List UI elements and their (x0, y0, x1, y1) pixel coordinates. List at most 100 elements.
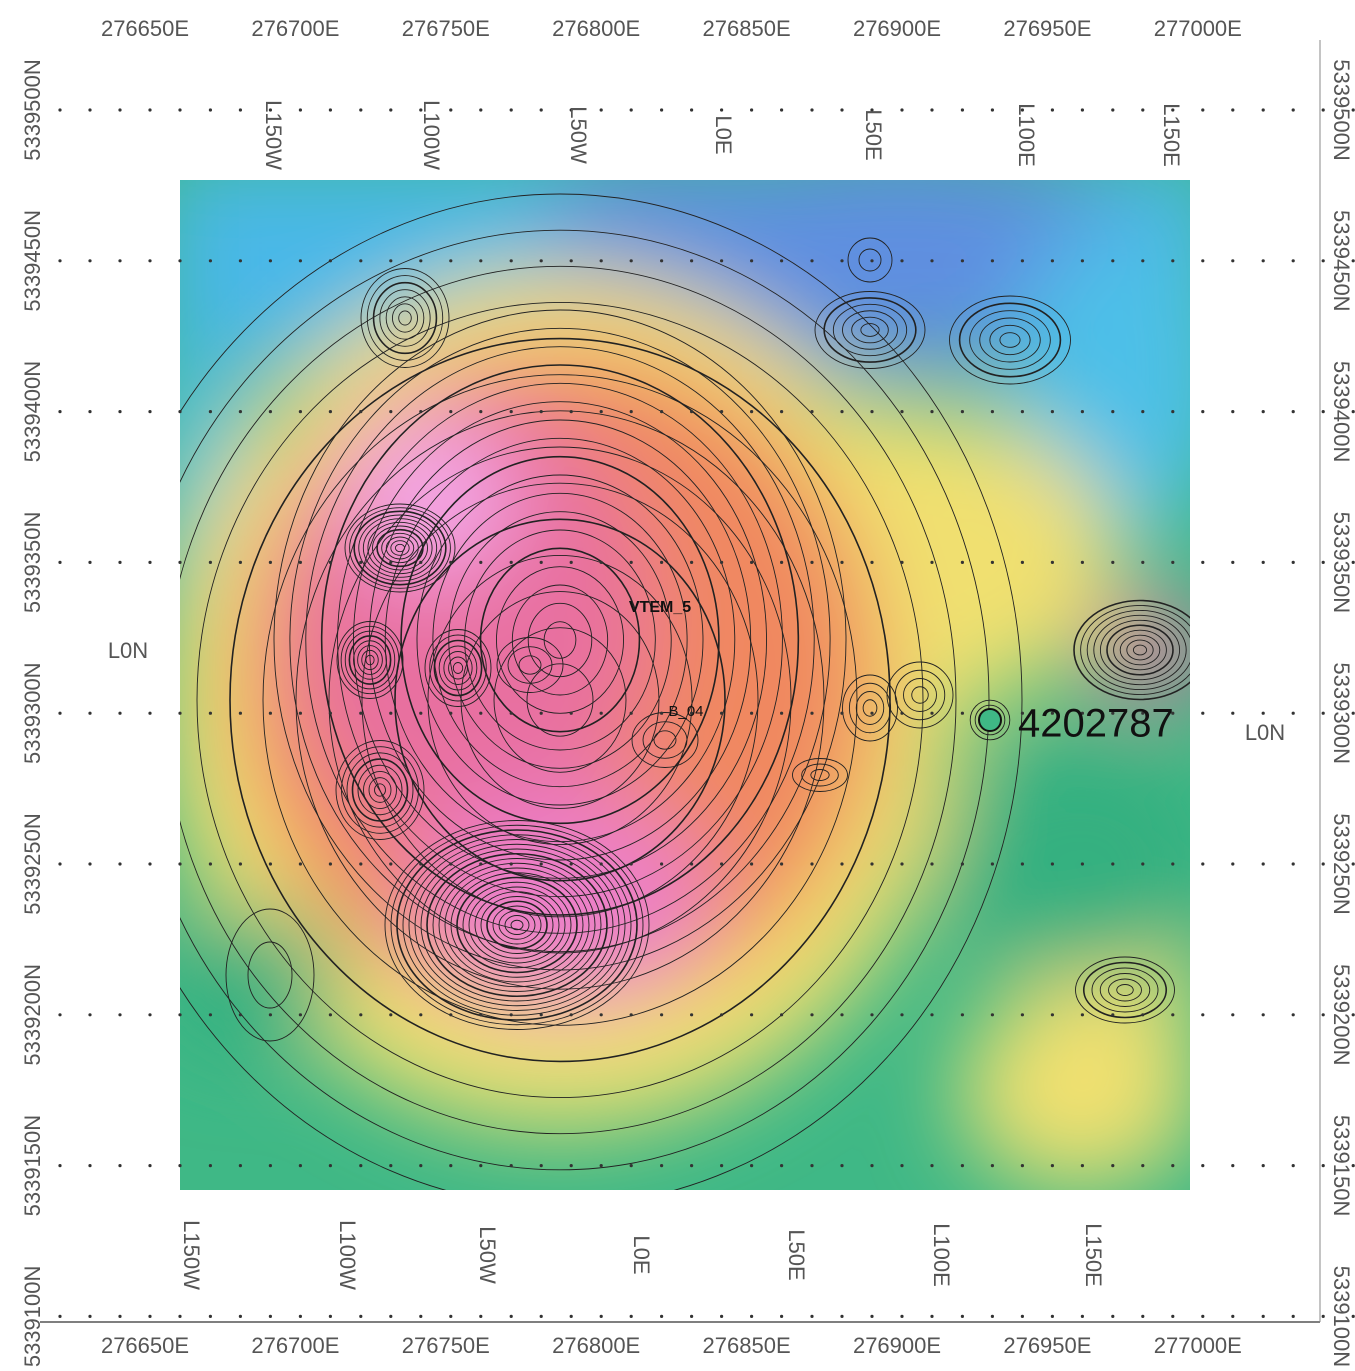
grid-dot (209, 1315, 212, 1318)
grid-dot (720, 410, 723, 413)
grid-dot (449, 259, 452, 262)
claim-label: 4202787 (1018, 702, 1174, 746)
grid-dot (1141, 561, 1144, 564)
line-label: L150W (179, 1220, 204, 1290)
grid-dot (299, 259, 302, 262)
grid-dot (58, 862, 61, 865)
line-label: L0E (629, 1235, 654, 1274)
grid-dot (118, 1315, 121, 1318)
grid-dot (570, 1315, 573, 1318)
grid-dot (720, 1315, 723, 1318)
grid-dot (961, 712, 964, 715)
grid-dot (118, 862, 121, 865)
grid-dot (810, 1315, 813, 1318)
grid-dot (660, 108, 663, 111)
grid-dot (810, 259, 813, 262)
grid-dot (720, 108, 723, 111)
grid-dot (1322, 862, 1325, 865)
grid-dot (630, 259, 633, 262)
grid-dot (810, 1164, 813, 1167)
grid-dot (1231, 259, 1234, 262)
grid-dot (991, 1013, 994, 1016)
grid-dot (329, 108, 332, 111)
grid-dot (299, 1013, 302, 1016)
grid-dot (58, 410, 61, 413)
northing-label: 5339500N (1329, 59, 1354, 161)
grid-dot (299, 1164, 302, 1167)
grid-dot (840, 1315, 843, 1318)
grid-dot (690, 259, 693, 262)
grid-dot (1081, 862, 1084, 865)
grid-dot (1111, 1164, 1114, 1167)
grid-dot (269, 410, 272, 413)
grid-dot (1051, 862, 1054, 865)
grid-dot (299, 1315, 302, 1318)
grid-dot (750, 712, 753, 715)
line-label: L150E (1081, 1223, 1106, 1287)
grid-dot (810, 410, 813, 413)
grid-dot (419, 1013, 422, 1016)
grid-dot (510, 712, 513, 715)
grid-dot (329, 862, 332, 865)
grid-dot (961, 410, 964, 413)
grid-dot (750, 561, 753, 564)
grid-dot (900, 1013, 903, 1016)
grid-dot (510, 410, 513, 413)
grid-dot (510, 1164, 513, 1167)
claim-marker (979, 709, 1001, 731)
line-label: L50W (566, 106, 591, 164)
grid-dot (870, 410, 873, 413)
grid-dot (1231, 1164, 1234, 1167)
grid-dot (690, 561, 693, 564)
grid-dot (1141, 862, 1144, 865)
grid-dot (239, 561, 242, 564)
grid-dot (419, 259, 422, 262)
grid-dot (118, 712, 121, 715)
grid-dot (1201, 1164, 1204, 1167)
grid-dot (900, 410, 903, 413)
grid-dot (510, 1315, 513, 1318)
northing-label: 5339100N (20, 1266, 45, 1368)
line-label: L100E (929, 1223, 954, 1287)
grid-dot (1111, 561, 1114, 564)
grid-dot (88, 561, 91, 564)
grid-dot (1081, 1315, 1084, 1318)
grid-dot (178, 1013, 181, 1016)
grid-dot (1322, 561, 1325, 564)
grid-dot (1171, 862, 1174, 865)
grid-dot (750, 1013, 753, 1016)
grid-dot (389, 1164, 392, 1167)
grid-dot (810, 1013, 813, 1016)
grid-dot (510, 259, 513, 262)
grid-dot (1262, 259, 1265, 262)
grid-dot (178, 862, 181, 865)
grid-dot (118, 1013, 121, 1016)
grid-dot (930, 259, 933, 262)
grid-dot (660, 1164, 663, 1167)
grid-dot (1322, 259, 1325, 262)
grid-dot (570, 259, 573, 262)
survey-label: VTEM_5 (629, 599, 691, 616)
grid-dot (1201, 862, 1204, 865)
grid-dot (178, 1164, 181, 1167)
grid-dot (148, 108, 151, 111)
grid-dot (961, 862, 964, 865)
grid-dot (1021, 1315, 1024, 1318)
grid-dot (148, 1013, 151, 1016)
grid-dot (540, 259, 543, 262)
grid-dot (389, 108, 392, 111)
grid-dot (1322, 1013, 1325, 1016)
grid-dot (600, 1013, 603, 1016)
grid-dot (1051, 108, 1054, 111)
grid-dot (329, 1013, 332, 1016)
grid-dot (570, 410, 573, 413)
grid-dot (900, 862, 903, 865)
grid-dot (900, 712, 903, 715)
grid-dot (1292, 108, 1295, 111)
grid-dot (690, 1013, 693, 1016)
grid-dot (660, 1013, 663, 1016)
grid-dot (1171, 561, 1174, 564)
grid-dot (1021, 259, 1024, 262)
grid-dot (359, 1315, 362, 1318)
easting-label: 276800E (552, 16, 640, 41)
